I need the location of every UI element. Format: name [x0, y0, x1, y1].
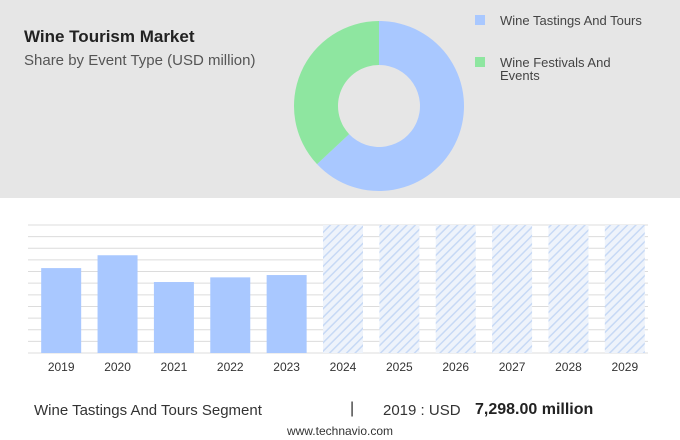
bar-chart: 2019 2020 2021 2022 2023 2024 2025 2026 2027 2028…	[28, 224, 648, 374]
legend-label-festivals-line2: Events	[500, 68, 540, 83]
legend-label-festivals-line1: Wine Festivals And	[500, 55, 611, 70]
legend-swatch-tastings	[475, 15, 485, 25]
bar-2022	[210, 277, 251, 353]
x-tick-label-2024: 2024	[330, 360, 357, 374]
x-tick-label-2025: 2025	[386, 360, 413, 374]
forecast-bar-2026	[435, 225, 476, 353]
chart-title: Wine Tourism Market	[24, 27, 195, 46]
x-tick-label-2023: 2023	[273, 360, 300, 374]
bar-2021	[153, 282, 194, 353]
footer-segment-label: Wine Tastings And Tours Segment	[34, 402, 262, 419]
footer-year-label: 2019 : USD	[383, 402, 461, 419]
legend-swatch-festivals	[475, 57, 485, 67]
x-tick-label-2019: 2019	[48, 360, 75, 374]
donut-slice-festivals	[294, 21, 379, 165]
forecast-bar-2024	[323, 225, 363, 353]
footer-separator: |	[350, 400, 355, 417]
bar-2019	[41, 268, 82, 353]
forecast-bar-2027	[492, 225, 533, 353]
x-tick-label-2021: 2021	[161, 360, 188, 374]
donut-chart	[294, 21, 464, 191]
forecast-bar-2029	[604, 225, 645, 353]
x-tick-label-2029: 2029	[611, 360, 638, 374]
legend-label-tastings: Wine Tastings And Tours	[500, 13, 642, 28]
x-tick-label-2027: 2027	[499, 360, 526, 374]
chart-subtitle: Share by Event Type (USD million)	[24, 52, 256, 69]
forecast-bar-2025	[379, 225, 420, 353]
footer-value: 7,298.00 million	[475, 401, 594, 418]
forecast-bar-2028	[548, 225, 589, 353]
footer-credit: www.technavio.com	[286, 424, 394, 438]
x-tick-label-2026: 2026	[442, 360, 469, 374]
bar-2023	[266, 275, 307, 353]
x-tick-label-2022: 2022	[217, 360, 244, 374]
legend-label-festivals: Wine Festivals And Events	[500, 56, 611, 82]
donut-slice-tastings	[317, 21, 464, 191]
x-tick-label-2028: 2028	[555, 360, 582, 374]
x-tick-label-2020: 2020	[104, 360, 131, 374]
bar-2020	[97, 255, 138, 353]
